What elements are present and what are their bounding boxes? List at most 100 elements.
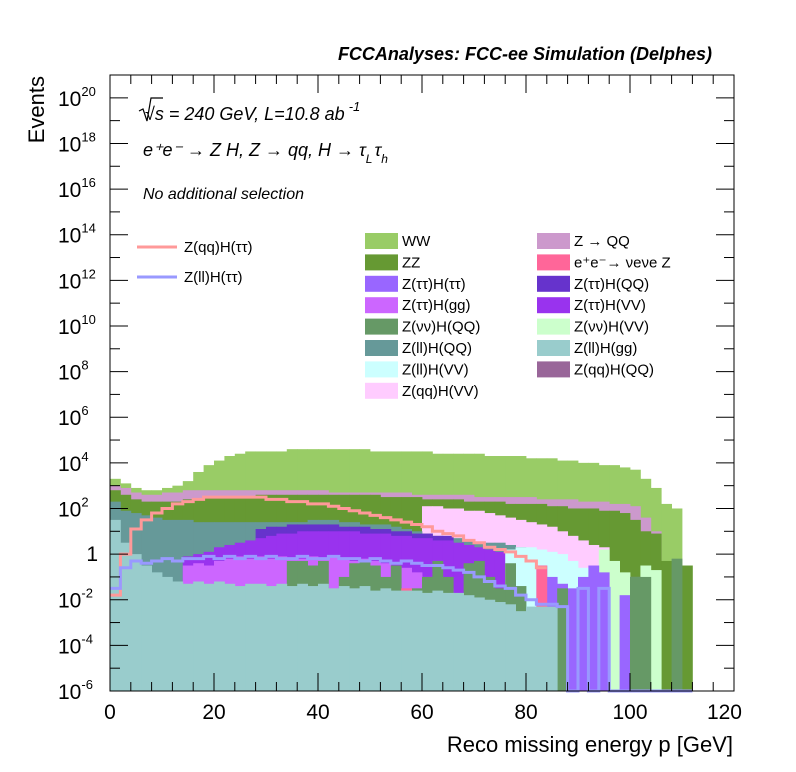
legend-swatch [365, 318, 398, 335]
y-tick-label: 1020 [58, 84, 96, 111]
y-tick-label: 1 [86, 543, 98, 566]
bar [172, 581, 184, 691]
legend-entry: Z(νν)H(VV) [574, 319, 649, 336]
bar [650, 570, 662, 691]
y-tick-label: 10-6 [58, 677, 93, 704]
bar [567, 588, 579, 691]
bar [130, 554, 142, 691]
legend-entry: Z(ττ)H(gg) [402, 297, 471, 314]
process-text: e⁺e⁻ → Z H, Z → qq, H → τL τh [143, 140, 388, 166]
bar [318, 583, 329, 691]
x-tick-label: 80 [514, 701, 537, 724]
y-tick-label: 1012 [58, 266, 96, 293]
legend-entry: WW [402, 233, 431, 250]
bar [141, 565, 152, 691]
legend-swatch [365, 254, 398, 271]
bar [266, 586, 277, 691]
bar [182, 583, 194, 691]
signal-line-Z(qq)H(ττ) [110, 495, 547, 597]
bar [630, 576, 641, 691]
bar [224, 583, 236, 691]
selection-text: No additional selection [143, 186, 304, 203]
x-axis: 0 20 40 60 80 100 120 [104, 75, 742, 724]
bar [276, 583, 288, 691]
energy-lumi-text: √s = 240 GeV, L=10.8 ab -1 [145, 99, 360, 124]
bar [338, 586, 350, 691]
bar [463, 595, 475, 691]
legend-swatch [537, 297, 570, 314]
y-tick-label: 1018 [58, 129, 96, 156]
legend-entry: Z(νν)H(QQ) [402, 319, 480, 336]
x-axis-label: Reco missing energy p [GeV] [447, 732, 733, 757]
bar [359, 586, 371, 691]
bar [661, 560, 672, 691]
bar [151, 572, 163, 691]
bar [245, 583, 256, 691]
x-tick-label: 120 [707, 701, 742, 724]
bar [609, 560, 620, 691]
legend-swatch [365, 382, 398, 399]
bar [588, 565, 600, 691]
y-tick-label: 1014 [58, 221, 96, 248]
plot-area: 0 20 40 60 80 100 120 10-610-410-2110210410610… [58, 74, 742, 724]
y-tick-label: 102 [58, 494, 89, 521]
bar [546, 606, 558, 691]
legend-swatch [537, 275, 570, 292]
bar [484, 599, 496, 691]
legend-swatch [537, 340, 570, 356]
y-axis-label: Events [24, 76, 49, 143]
bar [474, 597, 485, 691]
bar [536, 606, 548, 691]
bar [557, 588, 568, 691]
legend-swatch [365, 361, 398, 378]
bar [349, 588, 360, 691]
bar [453, 592, 464, 691]
annotation-block: √s = 240 GeV, L=10.8 ab -1 e⁺e⁻ → Z H, Z … [138, 97, 388, 203]
bar [422, 592, 433, 691]
y-tick-label: 10-2 [58, 586, 93, 613]
y-tick-label: 1010 [58, 312, 96, 339]
x-tick-label: 100 [612, 701, 647, 724]
bar [619, 595, 631, 691]
bar [494, 602, 506, 691]
legend-entry: Z(qq)H(ττ) [184, 239, 253, 256]
bar [286, 586, 298, 691]
legend-entry: Z(ll)H(gg) [574, 340, 637, 357]
bar [297, 583, 308, 691]
bar [515, 611, 527, 691]
legend-entry: Z → QQ [574, 233, 630, 250]
legend-entry: Z(ll)H(VV) [402, 361, 469, 378]
legend-swatch [537, 361, 570, 378]
chart-header: FCCAnalyses: FCC-ee Simulation (Delphes) [338, 44, 712, 64]
bar [110, 519, 121, 691]
legend-swatch [365, 297, 398, 314]
sqrt-sign-icon [138, 97, 163, 122]
legend-entry: ZZ [402, 254, 420, 271]
x-tick-label: 20 [202, 701, 225, 724]
histogram-stack [110, 449, 693, 691]
legend-entry: Z(ττ)H(VV) [574, 297, 646, 314]
legend-swatch [537, 254, 570, 271]
bar [682, 565, 693, 691]
bar [411, 590, 423, 691]
bar [401, 590, 412, 691]
legend-swatch [365, 233, 398, 249]
legend: Z(qq)H(ττ) Z(ll)H(ττ) WW ZZ Z(ττ)H(ττ) Z(ττ)H… [137, 233, 671, 400]
x-tick-label: 40 [306, 701, 329, 724]
y-tick-label: 106 [58, 403, 89, 430]
series-Z(ll)H(gg) [110, 519, 558, 691]
bar [598, 572, 610, 691]
legend-entry: Z(ll)H(QQ) [402, 340, 472, 357]
legend-entry: e⁺e⁻→ νeνe Z [574, 254, 671, 271]
signal-lines [110, 495, 693, 693]
bar [307, 586, 319, 691]
x-tick-label: 60 [410, 701, 433, 724]
bar [255, 583, 267, 691]
legend-entry: Z(qq)H(VV) [402, 383, 479, 400]
bar [578, 576, 589, 691]
bar [214, 581, 225, 691]
signal-line-Z(ll)H(ττ) [110, 554, 693, 693]
y-tick-label: 1016 [58, 175, 96, 202]
bar [432, 590, 444, 691]
